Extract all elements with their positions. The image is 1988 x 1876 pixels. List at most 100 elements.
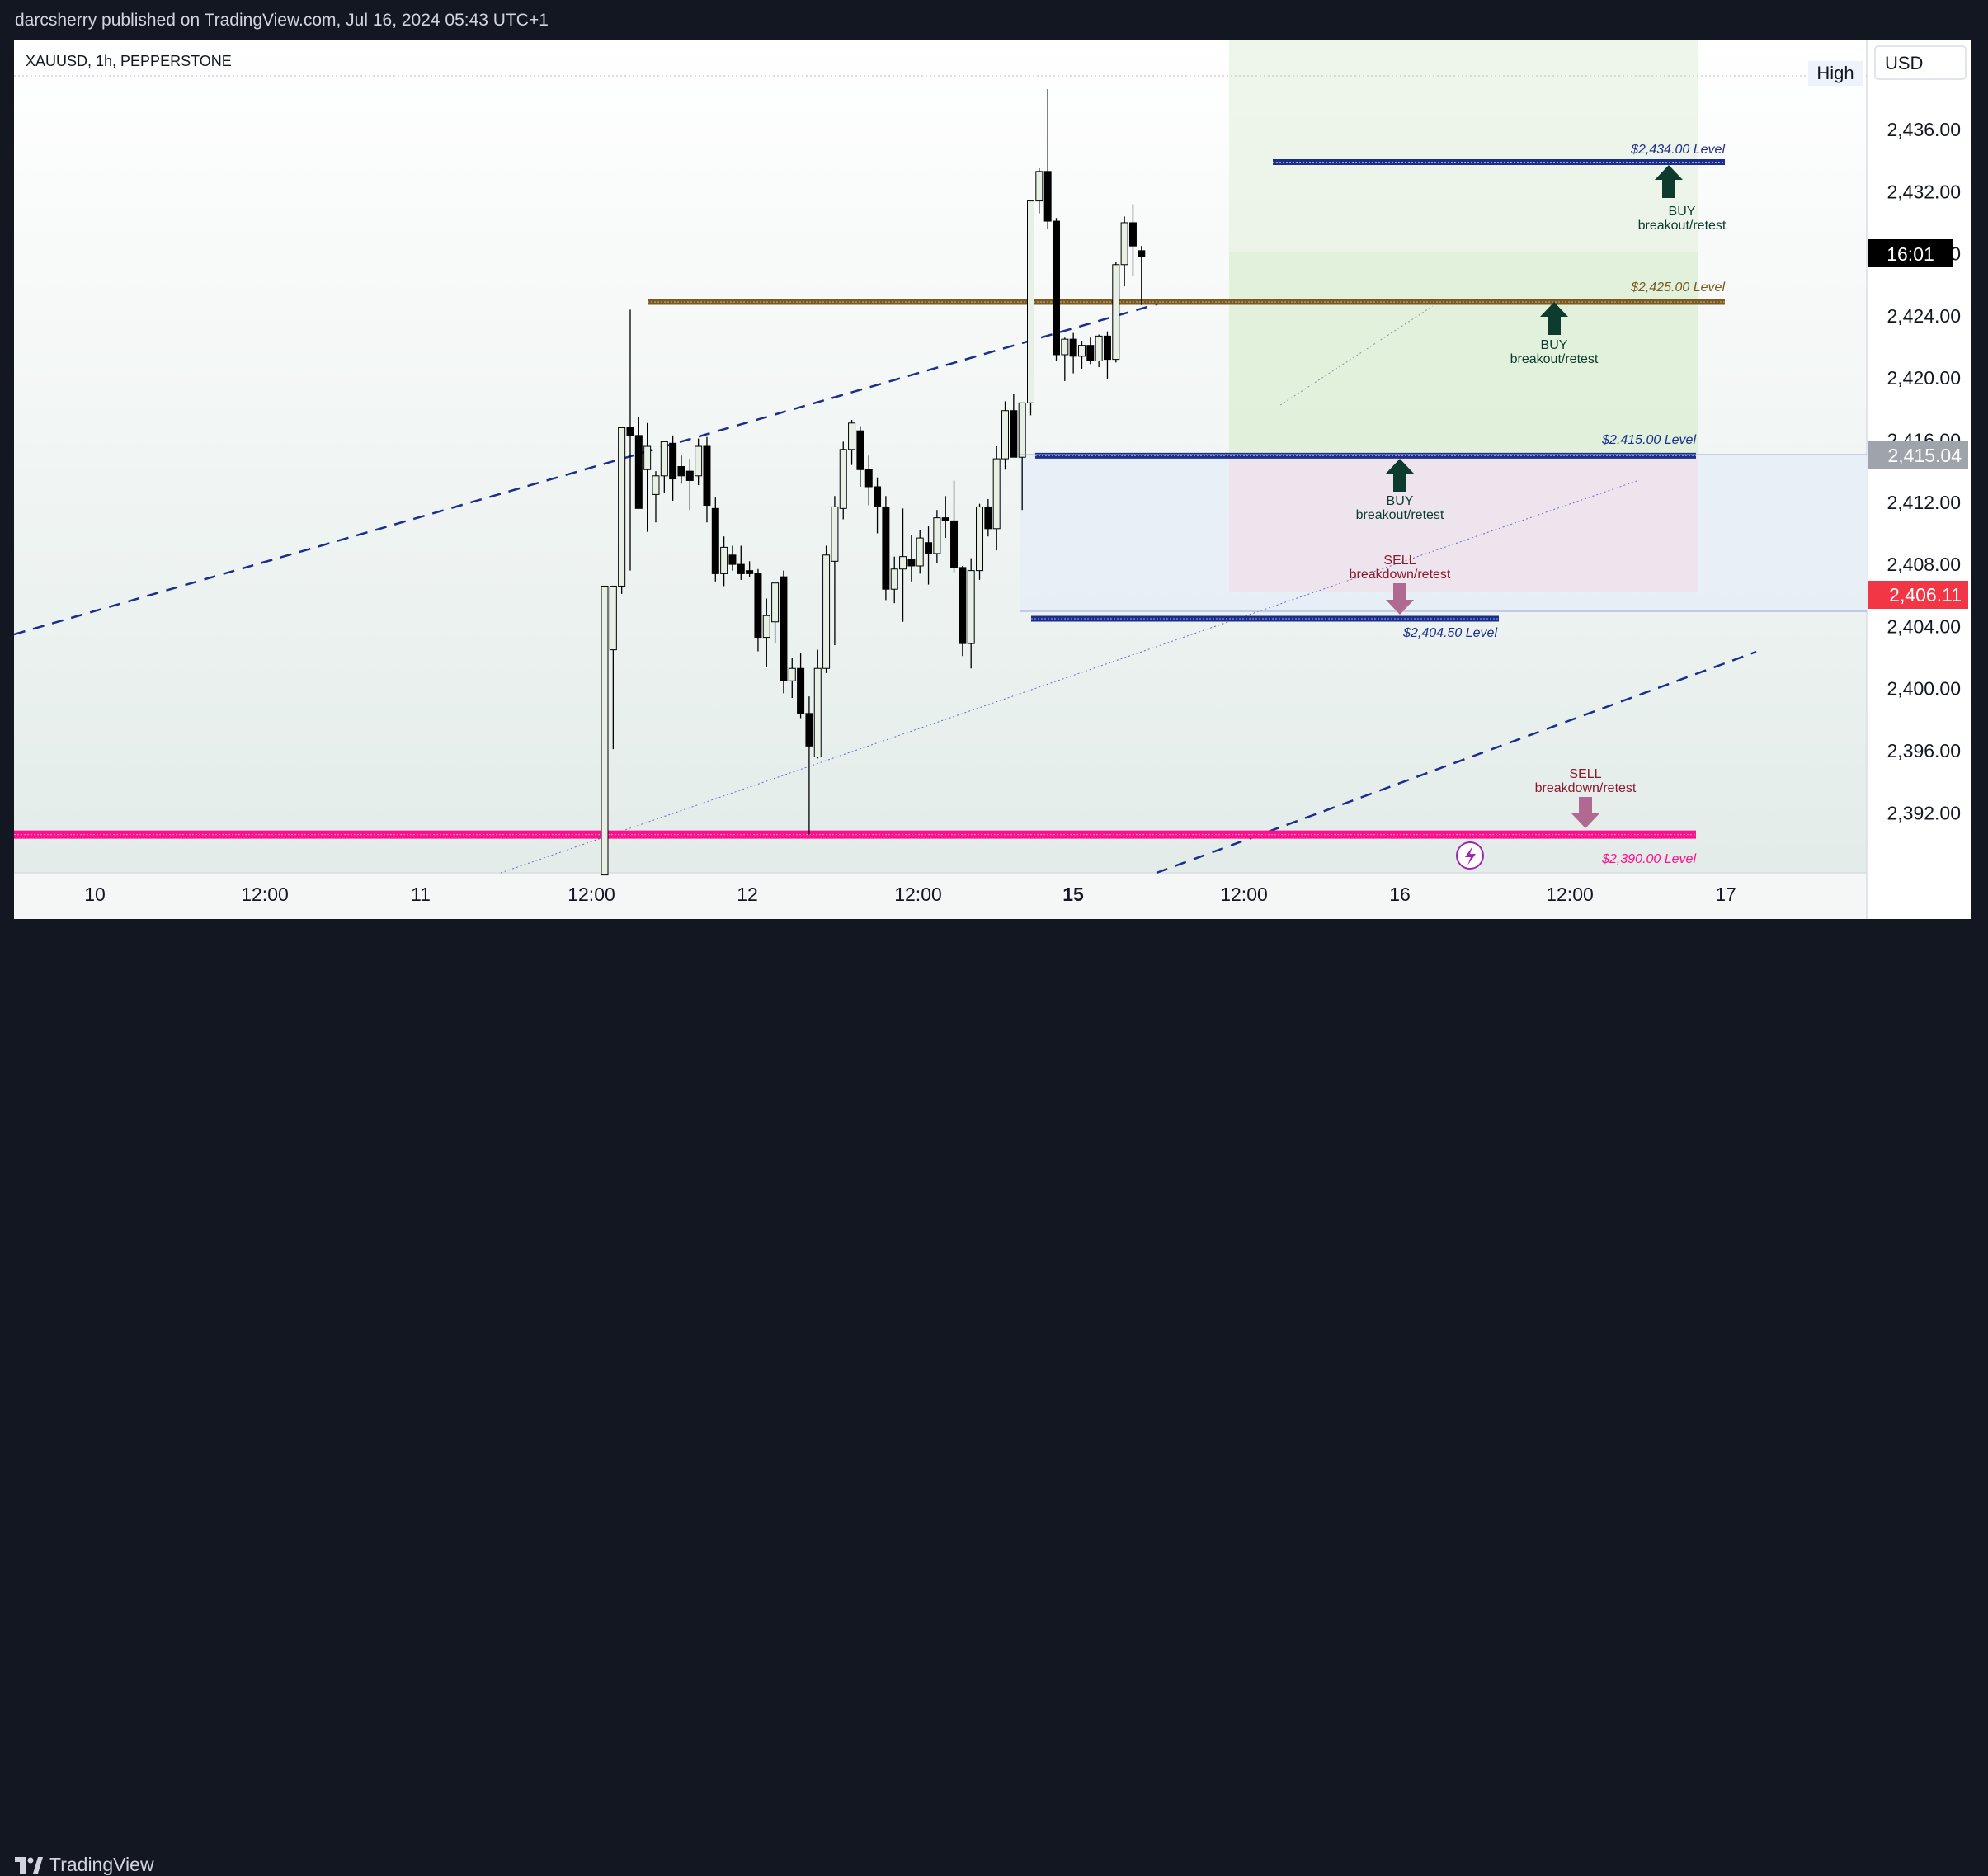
candle-body (746, 570, 754, 574)
candle-body (1043, 171, 1052, 222)
footer-bar: TradingView (0, 919, 1988, 1875)
candle-body (728, 554, 737, 565)
candle-body (890, 568, 898, 590)
candle-body (882, 506, 890, 590)
countdown-badge: 16:01 (1868, 239, 1953, 267)
candle-body (864, 469, 873, 488)
level-lines (14, 159, 1725, 839)
buy-label: BUY (1669, 205, 1696, 219)
candle-body (669, 442, 677, 480)
tradingview-logo[interactable]: TradingView (15, 1854, 154, 1876)
svg-text:USD: USD (1885, 53, 1923, 73)
price-tick-label: 2,412.00 (1887, 492, 1961, 513)
candle-body (634, 435, 643, 509)
candle-body (941, 517, 949, 521)
candle-body (822, 554, 831, 669)
currency-button[interactable]: USD (1874, 45, 1967, 80)
symbol-info: XAUUSD, 1h, PEPPERSTONE (26, 53, 232, 69)
buy-sub-label: breakout/retest (1356, 508, 1444, 522)
short-dotted-line (1279, 305, 1434, 406)
up-arrow-icon (1540, 302, 1568, 335)
svg-text:2,415.04: 2,415.04 (1887, 445, 1962, 466)
level-label-group: $2,434.00 Level $2,425.00 Level $2,415.0… (1402, 143, 1725, 866)
upper-channel-trendline (14, 298, 1174, 636)
svg-text:High: High (1816, 63, 1854, 83)
price-tick-label: 2,400.00 (1887, 678, 1961, 700)
time-tick-label: 15 (1062, 884, 1084, 905)
down-arrow-icon (1386, 583, 1414, 615)
candle-body (780, 576, 788, 681)
candle-body (601, 585, 609, 876)
candle-body (652, 475, 660, 495)
candle-body (831, 506, 839, 562)
lightning-icon[interactable] (1456, 841, 1484, 870)
candle-body (754, 573, 762, 639)
sell-sub-label: breakdown/retest (1350, 568, 1451, 582)
candle-body (737, 563, 745, 574)
candle-body (685, 470, 694, 481)
candle-body (703, 445, 711, 507)
gray-price-badge: 2,415.04 (1868, 441, 1968, 469)
candle-body (720, 546, 728, 574)
tradingview-logo-icon (15, 1856, 43, 1874)
price-tick-label: 2,432.00 (1887, 181, 1961, 202)
candle-body (695, 445, 703, 477)
candle-body (1010, 410, 1018, 458)
candle-body (976, 506, 984, 572)
candle-body (1018, 402, 1026, 458)
buy-sub-label: breakout/retest (1638, 219, 1727, 233)
annotation-sell-1: SELL breakdown/retest (1350, 554, 1451, 615)
sell-label: SELL (1383, 554, 1416, 568)
candle-body (933, 517, 941, 554)
candle-body (848, 422, 856, 450)
buy-label: BUY (1387, 494, 1414, 508)
candle-body (992, 458, 1001, 530)
candle-body (1069, 338, 1077, 357)
time-tick-label: 12:00 (241, 884, 289, 905)
candle-body (1128, 222, 1137, 247)
candle-body (609, 585, 617, 651)
annotation-sell-2: SELL breakdown/retest (1535, 767, 1637, 828)
annotation-buy-2: BUY breakout/retest (1510, 302, 1599, 366)
buy-label: BUY (1541, 338, 1568, 352)
level-label-2434: $2,434.00 Level (1630, 143, 1725, 157)
sell-sub-label: breakdown/retest (1535, 781, 1637, 795)
time-tick-label: 12:00 (894, 884, 942, 905)
candle-body (626, 427, 634, 436)
buy-sub-label: breakout/retest (1510, 352, 1599, 366)
candle-body (788, 667, 796, 681)
down-arrow-icon (1571, 797, 1599, 828)
candle-body (950, 520, 959, 568)
time-tick-label: 12:00 (1220, 884, 1268, 905)
candle-body (1112, 264, 1120, 361)
time-axis[interactable]: 10 12:00 11 12:00 12 12:00 15 12:00 16 12:00 17 (84, 884, 1736, 905)
candle-body (1027, 200, 1034, 403)
annotation-buy-1: BUY breakout/retest (1638, 165, 1727, 233)
price-tick-label: 2,396.00 (1887, 740, 1961, 761)
candle-body (1095, 335, 1103, 361)
price-tick-label: 2,404.00 (1887, 615, 1961, 637)
price-chart[interactable]: $2,434.00 Level $2,425.00 Level $2,415.0… (14, 40, 1971, 919)
up-arrow-icon (1386, 459, 1414, 492)
high-badge[interactable]: High (1808, 61, 1863, 86)
candle-body (1120, 222, 1128, 266)
level-label-2404: $2,404.50 Level (1402, 626, 1497, 640)
candle-body (1086, 345, 1095, 361)
candle-body (762, 615, 770, 639)
candle-body (874, 486, 882, 507)
candle-body (1035, 171, 1043, 202)
candle-body (839, 449, 847, 509)
price-tick-label: 2,420.00 (1887, 367, 1961, 389)
time-tick-label: 12:00 (568, 884, 615, 905)
candle-body (1061, 338, 1069, 356)
publish-header-bar: darcsherry published on TradingView.com,… (0, 0, 1988, 40)
candle-body (959, 567, 967, 644)
publisher-info: darcsherry published on TradingView.com,… (15, 11, 549, 30)
price-tick-label: 2,436.00 (1887, 119, 1961, 140)
time-tick-label: 11 (411, 884, 431, 905)
sell-label: SELL (1569, 767, 1601, 781)
time-tick-label: 12 (737, 884, 758, 905)
candle-body (771, 582, 780, 623)
svg-text:16:01: 16:01 (1887, 243, 1934, 265)
price-tick-label: 2,408.00 (1887, 554, 1961, 575)
